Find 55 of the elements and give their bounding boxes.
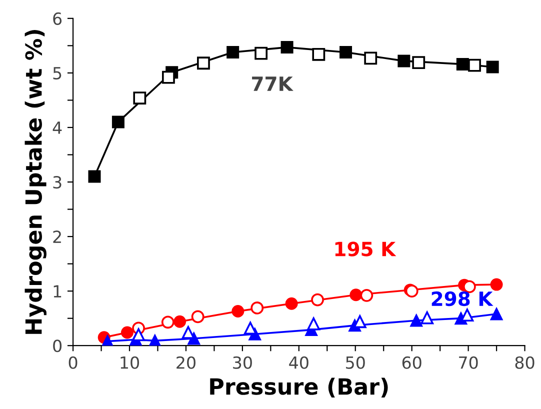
point <box>486 60 499 74</box>
point <box>162 70 175 84</box>
y-axis-title: Hydrogen Uptake (wt %) <box>24 30 46 334</box>
point <box>468 58 481 72</box>
point <box>360 288 374 302</box>
point <box>174 315 186 328</box>
point <box>456 58 469 70</box>
point <box>280 41 294 54</box>
point <box>161 316 174 329</box>
x-tick-label: 80 <box>515 356 534 369</box>
point <box>312 48 326 61</box>
y-tick-label: 5 <box>53 67 62 80</box>
point <box>191 310 204 324</box>
point <box>398 54 410 68</box>
point <box>412 56 426 70</box>
point <box>410 314 423 327</box>
point <box>307 317 320 330</box>
point <box>490 308 503 320</box>
x-tick-label: 70 <box>459 356 478 369</box>
point <box>254 46 268 60</box>
point <box>311 293 324 306</box>
annotation: 298 K <box>432 291 494 306</box>
x-tick-label: 0 <box>68 356 78 369</box>
x-tick-label: 60 <box>402 356 422 369</box>
y-tick-label: 1 <box>54 285 62 298</box>
point <box>232 305 244 318</box>
point <box>197 56 210 70</box>
point <box>112 116 124 128</box>
y-tick-label: 6 <box>53 12 62 25</box>
x-tick-label: 40 <box>289 356 308 369</box>
point <box>420 311 434 324</box>
y-tick-label: 4 <box>52 122 62 134</box>
point <box>132 328 145 342</box>
x-tick-label: 10 <box>120 356 139 369</box>
point <box>250 302 264 314</box>
y-tick-label: 0 <box>53 340 62 352</box>
x-tick-label: 30 <box>233 356 252 369</box>
point <box>490 278 503 291</box>
x-tick-label: 50 <box>346 356 365 369</box>
y-tick-label: 3 <box>53 176 62 189</box>
point <box>88 170 101 183</box>
point <box>182 326 195 339</box>
point <box>340 46 352 58</box>
x-tick-label: 20 <box>176 356 196 369</box>
y-tick-label: 2 <box>53 230 61 243</box>
point <box>101 334 114 346</box>
annotation: 195 K <box>335 242 396 256</box>
point <box>364 52 378 65</box>
point <box>226 46 240 58</box>
x-axis-title: Pressure (Bar) <box>210 378 388 398</box>
point <box>285 297 298 310</box>
point <box>120 326 134 339</box>
point <box>133 92 146 104</box>
annotation: 77K <box>252 76 294 91</box>
point <box>350 288 362 302</box>
